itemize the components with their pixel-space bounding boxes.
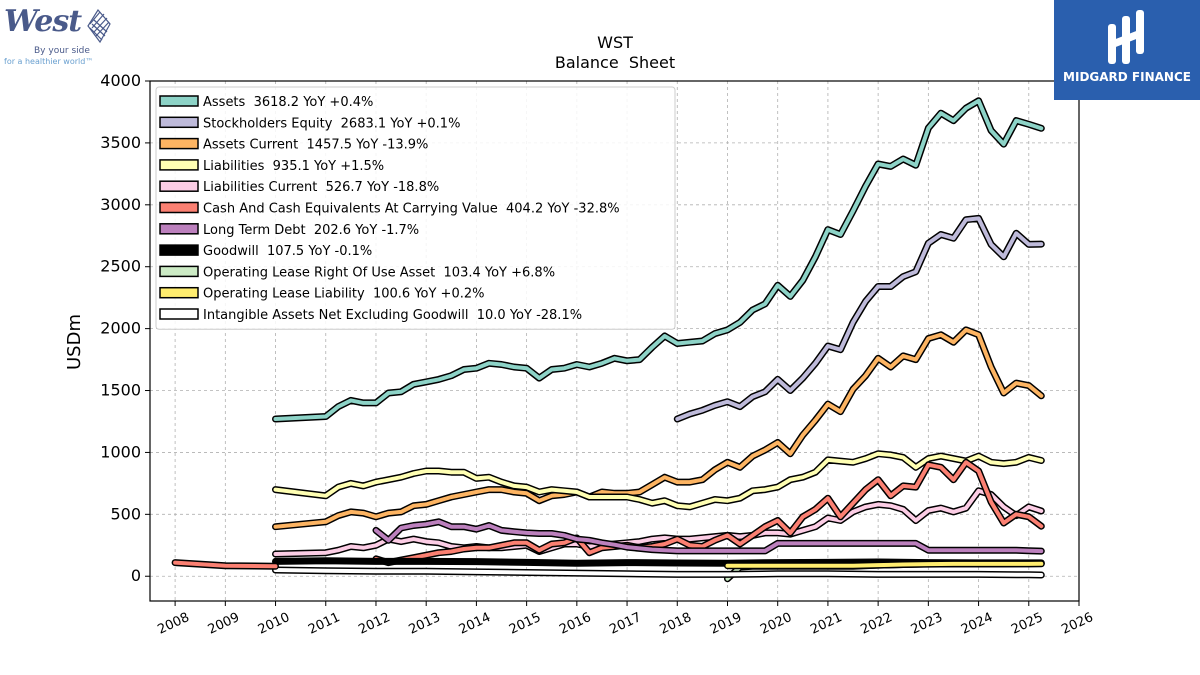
legend-label: Operating Lease Right Of Use Asset 103.4… — [203, 265, 555, 280]
axes: 2008 2009 2010 2011 2012 2013 2014 2015 2016 2017… — [100, 71, 1095, 638]
legend-swatch — [159, 116, 199, 129]
y-tick-label: 500 — [110, 504, 141, 523]
x-tick-label: 2018 — [658, 610, 694, 638]
plot-frame — [149, 80, 1080, 602]
series-line-outline — [673, 214, 1045, 423]
midgard-logo-mark-icon — [1108, 10, 1144, 64]
series-lines — [171, 97, 1045, 583]
legend: Assets 3618.2 YoY +0.4% Stockholders Equi… — [155, 86, 676, 330]
legend-swatch — [159, 308, 199, 320]
y-tick-label: 0 — [131, 566, 141, 585]
legend-label: Liabilities Current 526.7 YoY -18.8% — [203, 180, 439, 195]
y-tick-label: 2000 — [100, 319, 141, 338]
series-line — [675, 216, 1044, 421]
series-1 — [673, 214, 1045, 423]
series-line — [173, 560, 278, 569]
legend-label: Cash And Cash Equivalents At Carrying Va… — [203, 202, 620, 217]
legend-swatch — [159, 201, 199, 214]
series-2 — [272, 326, 1045, 531]
y-tick-label: 4000 — [100, 71, 141, 90]
x-tick-label: 2013 — [407, 610, 443, 638]
legend-swatch — [159, 286, 199, 299]
x-tick-label: 2011 — [306, 610, 342, 638]
legend-label: Long Term Debt 202.6 YoY -1.7% — [203, 223, 419, 238]
midgard-finance-logo: MIDGARD FINANCE — [1054, 0, 1200, 100]
west-logo-wordmark: West — [4, 4, 82, 39]
x-tick-label: 2021 — [808, 610, 844, 638]
west-logo: West By your side for a healthier world™ — [4, 4, 116, 68]
legend-box — [155, 86, 676, 330]
legend-label: Operating Lease Liability 100.6 YoY +0.2… — [203, 287, 484, 302]
legend-label: Stockholders Equity 2683.1 YoY +0.1% — [203, 116, 460, 131]
series-line — [374, 519, 1044, 554]
x-tick-label: 2015 — [507, 610, 543, 638]
x-tick-label: 2019 — [708, 610, 744, 638]
series-line — [273, 451, 1044, 509]
x-tick-label: 2009 — [206, 610, 242, 638]
legend-label: Intangible Assets Net Excluding Goodwill… — [203, 308, 582, 323]
x-tick-label: 2026 — [1059, 610, 1095, 638]
series-line-outline — [272, 326, 1045, 531]
x-tick-label: 2016 — [557, 610, 593, 638]
series-line — [273, 98, 1044, 421]
series-line — [725, 561, 1044, 568]
legend-swatch — [159, 223, 199, 235]
y-tick-label: 3500 — [100, 133, 141, 152]
x-tick-label: 2010 — [256, 610, 292, 638]
legend-label: Assets 3618.2 YoY +0.4% — [203, 95, 373, 110]
y-tick-label: 1000 — [100, 442, 141, 461]
x-tick-label: 2020 — [758, 610, 794, 638]
x-tick-label: 2024 — [959, 610, 995, 638]
chart-subtitle: Balance Sheet — [555, 53, 675, 72]
chart-title: WST — [597, 33, 633, 52]
x-tick-label: 2023 — [909, 610, 945, 638]
legend-swatch — [159, 159, 199, 171]
series-9 — [724, 560, 1045, 570]
x-tick-label: 2012 — [356, 610, 392, 638]
series-6 — [372, 518, 1045, 555]
series-0 — [272, 97, 1045, 423]
series-line — [273, 327, 1044, 529]
west-logo-tagline-secondary: for a healthier world™ — [4, 57, 94, 66]
legend-swatch — [159, 244, 199, 256]
legend-label: Assets Current 1457.5 YoY -13.9% — [203, 138, 428, 153]
x-tick-label: 2008 — [155, 610, 191, 638]
y-tick-label: 1500 — [100, 381, 141, 400]
legend-label: Goodwill 107.5 YoY -0.1% — [203, 244, 372, 259]
legend-swatch — [159, 95, 199, 107]
legend-swatch — [159, 265, 199, 278]
series-5 — [372, 458, 1045, 567]
west-logo-mark-icon — [87, 8, 111, 44]
y-tick-label: 2500 — [100, 257, 141, 276]
y-axis-label: USDm — [64, 314, 85, 370]
midgard-logo-name: MIDGARD FINANCE — [1063, 70, 1191, 84]
x-tick-label: 2014 — [457, 610, 493, 638]
legend-swatch — [159, 180, 199, 192]
legend-label: Liabilities 935.1 YoY +1.5% — [203, 159, 384, 174]
y-tick-label: 3000 — [100, 195, 141, 214]
x-tick-label: 2022 — [858, 610, 894, 638]
series-line — [374, 460, 1044, 565]
legend-swatch — [159, 137, 199, 150]
x-tick-label: 2025 — [1009, 610, 1045, 638]
series-line — [273, 568, 1044, 577]
series-10 — [272, 566, 1045, 579]
series-11 — [171, 559, 279, 570]
west-logo-tagline: By your side — [34, 46, 90, 56]
x-tick-label: 2017 — [607, 610, 643, 638]
series-3 — [272, 450, 1045, 511]
